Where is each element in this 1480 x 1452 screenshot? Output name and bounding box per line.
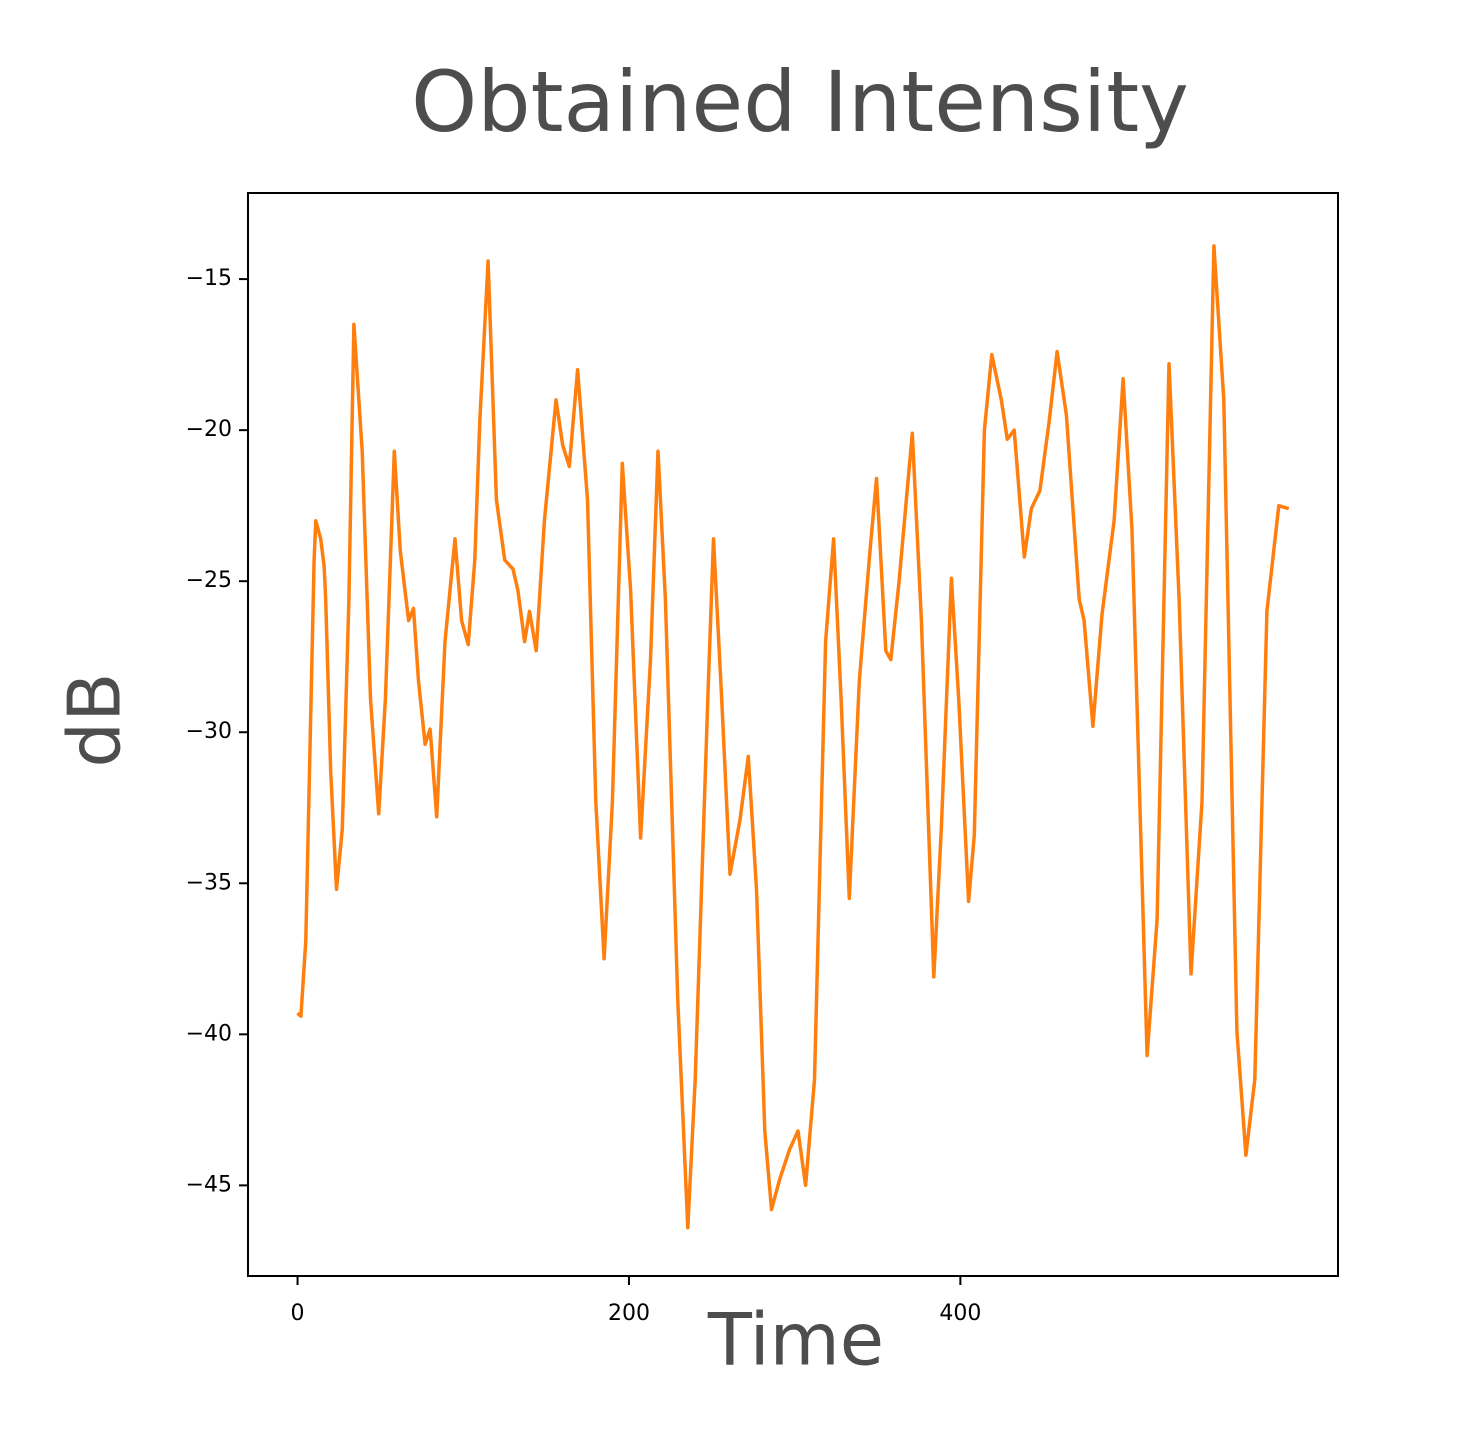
y-tick-label: −40 (186, 1021, 232, 1046)
x-tick-label: 400 (939, 1301, 981, 1326)
y-axis-label: dB (53, 672, 137, 767)
y-tick-label: −35 (186, 870, 232, 895)
y-tick-label: −20 (186, 417, 232, 442)
chart-title: Obtained Intensity (411, 53, 1189, 151)
x-tick-label: 200 (608, 1301, 650, 1326)
y-tick-label: −45 (186, 1172, 232, 1197)
x-tick-label: 0 (291, 1301, 305, 1326)
x-axis-label: Time (707, 1298, 884, 1382)
plot-frame (247, 192, 1339, 1277)
y-tick-label: −30 (186, 719, 232, 744)
y-tick-label: −15 (186, 266, 232, 291)
data-line (296, 244, 1290, 1230)
y-tick-label: −25 (186, 568, 232, 593)
